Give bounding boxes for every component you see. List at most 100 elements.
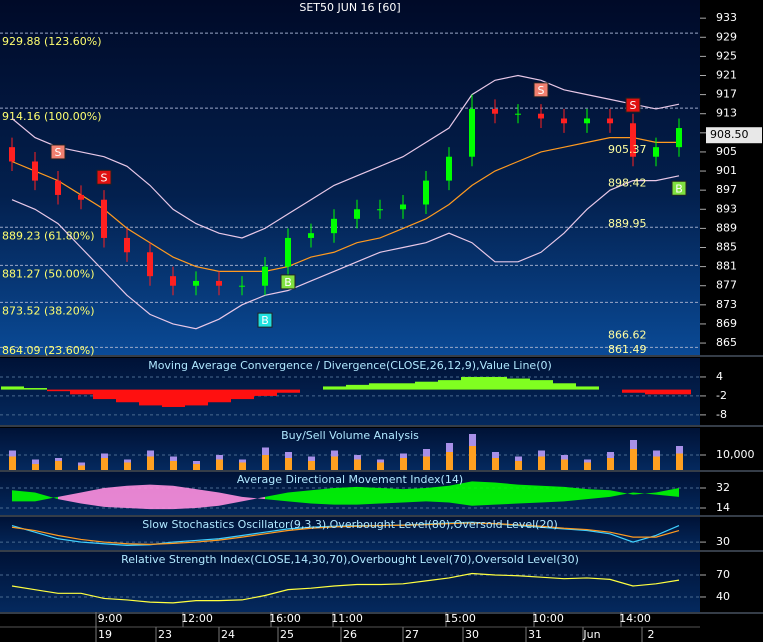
time-label: 14:00 (619, 612, 651, 625)
volume-bar (653, 456, 660, 470)
fib-label: 864.09 (23.60%) (2, 344, 95, 357)
candle-body (584, 118, 590, 124)
di-area (541, 485, 564, 503)
di-area (311, 488, 334, 505)
di-area (380, 488, 403, 504)
signal-label: S (538, 84, 545, 97)
histogram-bar (1, 386, 24, 390)
time-label: 16:00 (269, 612, 301, 625)
di-area (426, 485, 449, 503)
volume-bar (653, 450, 660, 457)
di-area (127, 484, 150, 510)
volume-bar (55, 461, 62, 470)
volume-bar (262, 455, 269, 470)
histogram-bar (553, 383, 576, 390)
time-label: 9:00 (98, 612, 123, 625)
y-tick-label: 4 (716, 370, 723, 383)
histogram-bar (622, 389, 645, 393)
day-label: 23 (158, 628, 172, 641)
di-area (357, 486, 380, 505)
histogram-bar (346, 384, 369, 390)
di-area (449, 481, 472, 506)
y-tick-label: 32 (716, 481, 730, 494)
di-area (610, 490, 633, 497)
candle-body (239, 285, 245, 287)
y-tick-label: -2 (716, 389, 727, 402)
candle-body (170, 276, 176, 286)
y-tick-label: 889 (716, 221, 737, 234)
y-tick-label: -8 (716, 408, 727, 421)
volume-bar (216, 459, 223, 470)
volume-bar (216, 455, 223, 460)
volume-bar (676, 453, 683, 470)
candle-body (515, 113, 521, 115)
histogram-bar (70, 389, 93, 395)
signal-marker (671, 180, 687, 196)
y-tick-label: 885 (716, 240, 737, 253)
signal-marker (280, 274, 296, 290)
signal-label: B (675, 182, 683, 195)
level-label: 905.37 (608, 143, 647, 156)
histogram-bar (369, 383, 392, 390)
histogram-bar (392, 383, 415, 390)
volume-bar (354, 455, 361, 460)
y-tick-label: 14 (716, 501, 730, 514)
volume-bar (354, 459, 361, 470)
volume-bar (262, 447, 269, 455)
candle-body (607, 118, 613, 124)
di-area (219, 492, 242, 506)
signal-label: S (101, 171, 108, 184)
pane-title: Moving Average Convergence / Divergence(… (148, 359, 552, 372)
volume-bar (285, 458, 292, 470)
pane-title: Slow Stochastics Oscillator(9,3,3),Overb… (142, 518, 558, 531)
histogram-bar (507, 378, 530, 390)
y-tick-label: 901 (716, 164, 737, 177)
volume-bar (308, 461, 315, 470)
di-area (242, 496, 265, 502)
volume-bar (607, 458, 614, 470)
time-label: 10:00 (532, 612, 564, 625)
level-label: 861.49 (608, 343, 647, 356)
di-area (334, 486, 357, 505)
candle-body (78, 194, 84, 200)
y-tick-label: 925 (716, 49, 737, 62)
signal-marker (96, 169, 112, 185)
indicator-line (11, 522, 680, 545)
volume-bar (400, 453, 407, 458)
volume-bar (170, 461, 177, 470)
histogram-bar (208, 389, 231, 403)
level-label: 889.95 (608, 217, 647, 230)
di-area (150, 484, 173, 510)
y-tick-label: 873 (716, 298, 737, 311)
histogram-bar (47, 389, 70, 392)
di-area (656, 488, 679, 497)
histogram-bar (645, 389, 668, 395)
volume-bar (515, 461, 522, 470)
volume-bar (101, 458, 108, 470)
pane-title: Average Directional Movement Index(14) (237, 473, 463, 486)
histogram-bar (438, 380, 461, 390)
signal-marker (257, 312, 273, 328)
signal-label: B (284, 276, 292, 289)
volume-bar (193, 464, 200, 470)
y-tick-label: 917 (716, 88, 737, 101)
volume-bar (101, 453, 108, 458)
volume-bar (561, 459, 568, 470)
volume-bar (147, 450, 154, 457)
volume-bar (469, 434, 476, 446)
y-tick-label: 869 (716, 317, 737, 330)
candle-body (492, 108, 498, 114)
di-area (35, 492, 58, 502)
candle-body (216, 280, 222, 286)
signal-label: S (55, 146, 62, 159)
volume-bar (630, 440, 637, 449)
y-tick-label: 10,000 (716, 448, 755, 461)
candle-body (561, 118, 567, 124)
pane-background (0, 0, 700, 355)
histogram-bar (277, 389, 300, 393)
candle-body (354, 209, 360, 219)
signal-label: B (261, 314, 269, 327)
y-tick-label: 877 (716, 279, 737, 292)
di-area (472, 481, 495, 506)
